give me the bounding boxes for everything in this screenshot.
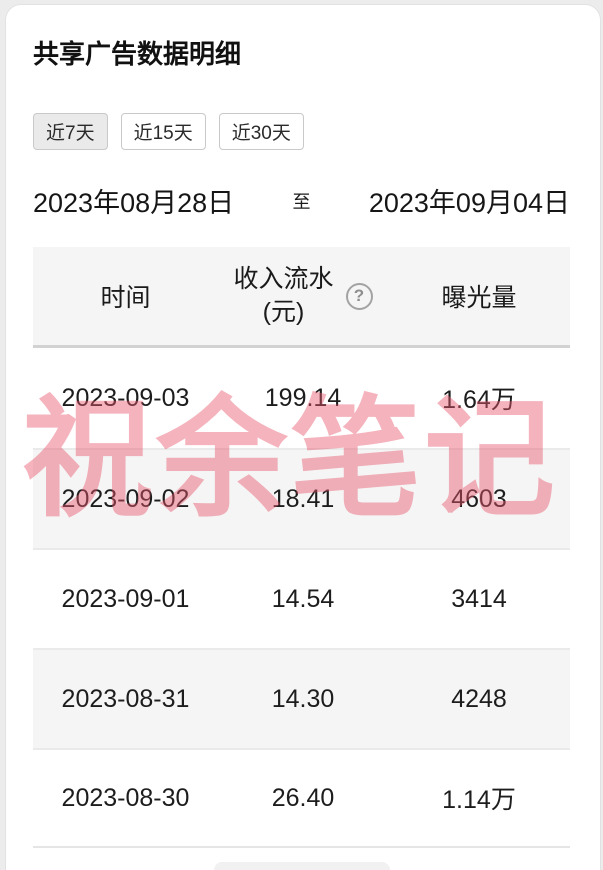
tab-last-30-days[interactable]: 近30天 <box>218 113 304 150</box>
row-exposure: 3414 <box>451 584 507 613</box>
table-row: 2023-09-02 18.41 4603 <box>33 448 570 548</box>
tab-last-7-days[interactable]: 近7天 <box>33 113 108 150</box>
header-revenue: 收入流水 (元) ? <box>218 247 388 345</box>
table-row: 2023-09-03 199.14 1.64万 <box>33 348 570 448</box>
row-exposure: 1.64万 <box>442 386 516 414</box>
row-exposure: 4248 <box>451 684 507 713</box>
row-date: 2023-08-30 <box>61 783 190 812</box>
table-row: 2023-09-01 14.54 3414 <box>33 548 570 648</box>
date-range: 2023年08月28日 至 2023年09月04日 <box>33 181 570 220</box>
row-exposure: 4603 <box>451 484 507 513</box>
row-date: 2023-09-01 <box>61 584 190 613</box>
date-range-separator: 至 <box>292 191 311 212</box>
row-date: 2023-08-31 <box>61 684 190 713</box>
row-revenue: 26.40 <box>271 783 335 812</box>
table-header-row: 时间 收入流水 (元) ? 曝光量 <box>33 247 570 348</box>
row-exposure: 1.14万 <box>442 786 516 814</box>
row-revenue: 14.54 <box>271 584 335 613</box>
table-row: 2023-08-30 26.40 1.14万 <box>33 748 570 848</box>
ad-data-table: 时间 收入流水 (元) ? 曝光量 2023-09-03 199.14 1.64… <box>33 247 570 848</box>
load-more-pill-partial[interactable] <box>213 862 390 870</box>
row-revenue: 18.41 <box>271 484 335 513</box>
row-revenue: 199.14 <box>264 383 342 412</box>
help-icon[interactable]: ? <box>345 282 373 310</box>
date-range-tabs: 近7天 近15天 近30天 <box>33 113 304 150</box>
date-range-start: 2023年08月28日 <box>33 188 235 218</box>
row-date: 2023-09-03 <box>61 383 190 412</box>
tab-last-15-days[interactable]: 近15天 <box>120 113 206 150</box>
row-date: 2023-09-02 <box>61 484 190 513</box>
page-title: 共享广告数据明细 <box>33 39 242 69</box>
row-revenue: 14.30 <box>271 684 335 713</box>
table-row: 2023-08-31 14.30 4248 <box>33 648 570 748</box>
header-revenue-label: 收入流水 (元) <box>233 265 334 326</box>
header-exposure: 曝光量 <box>441 284 517 312</box>
header-time: 时间 <box>100 284 151 312</box>
date-range-end: 2023年09月04日 <box>368 188 570 218</box>
